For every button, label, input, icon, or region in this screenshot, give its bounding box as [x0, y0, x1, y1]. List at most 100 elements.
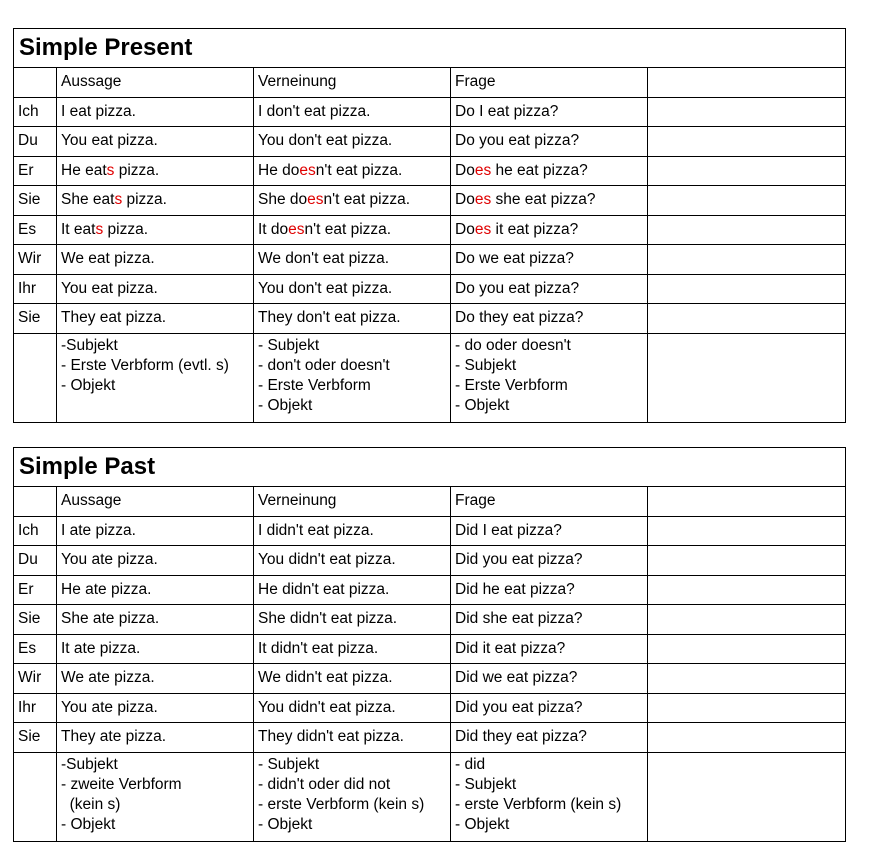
simple-past-table: Simple Past Aussage Verneinung Frage Ich I at…: [12, 447, 847, 842]
text-segment: We don't eat pizza.: [258, 250, 390, 268]
sentence-cell: She doesn't eat pizza.: [253, 185, 451, 216]
text-segment: We eat pizza.: [61, 250, 155, 268]
pronoun-cell: Sie: [13, 185, 57, 216]
sentence-cell: I eat pizza.: [56, 96, 254, 127]
sentence-cell: You didn't eat pizza.: [253, 545, 451, 576]
highlighted-ending: es: [299, 161, 316, 179]
sentence-cell: I ate pizza.: [56, 515, 254, 546]
text-segment: Do: [455, 161, 475, 179]
text-segment: You don't eat pizza.: [258, 132, 393, 150]
text-segment: They didn't eat pizza.: [258, 728, 404, 746]
pronoun-cell: Sie: [13, 303, 57, 334]
sentence-cell: He ate pizza.: [56, 574, 254, 605]
text-segment: n't eat pizza.: [315, 161, 403, 179]
column-header: Frage: [450, 67, 648, 98]
empty-cell: [646, 96, 847, 127]
sentence-cell: They eat pizza.: [56, 303, 254, 334]
text-segment: Did I eat pizza?: [455, 521, 562, 539]
sentence-cell: It didn't eat pizza.: [253, 633, 451, 664]
column-header: Verneinung: [253, 486, 451, 517]
text-segment: Did he eat pizza?: [455, 580, 575, 598]
empty-cell: [646, 751, 847, 842]
empty-cell: [646, 545, 847, 576]
text-segment: pizza.: [114, 161, 160, 179]
column-header: Frage: [450, 486, 648, 517]
sentence-cell: We ate pizza.: [56, 663, 254, 694]
sentence-cell: Did he eat pizza?: [450, 574, 648, 605]
text-segment: They ate pizza.: [61, 728, 167, 746]
table-title: Simple Present: [12, 28, 847, 68]
text-segment: You ate pizza.: [61, 551, 158, 569]
table-title: Simple Past: [12, 447, 847, 487]
column-header: [646, 486, 847, 517]
sentence-cell: Did she eat pizza?: [450, 604, 648, 635]
highlighted-ending: s: [114, 191, 123, 209]
sentence-cell: I don't eat pizza.: [253, 96, 451, 127]
column-header: Aussage: [56, 67, 254, 98]
table-row: Es It ate pizza. It didn't eat pizza. Did i…: [13, 633, 847, 664]
empty-cell: [646, 273, 847, 304]
text-segment: Do you eat pizza?: [455, 132, 580, 150]
highlighted-ending: es: [288, 220, 305, 238]
sentence-cell: She didn't eat pizza.: [253, 604, 451, 635]
column-header: Aussage: [56, 486, 254, 517]
sentence-cell: Does it eat pizza?: [450, 214, 648, 245]
text-segment: he eat pizza?: [491, 161, 588, 179]
empty-cell: [646, 633, 847, 664]
pronoun-cell: Ich: [13, 515, 57, 546]
table-row: Er He ate pizza. He didn't eat pizza. Did h…: [13, 574, 847, 605]
sentence-cell: We eat pizza.: [56, 244, 254, 275]
sentence-cell: Did I eat pizza?: [450, 515, 648, 546]
text-segment: He ate pizza.: [61, 580, 152, 598]
notes-row: -Subjekt - zweite Verbform (kein s) - Ob…: [13, 751, 847, 842]
text-segment: Did you eat pizza?: [455, 551, 583, 569]
pronoun-cell: Sie: [13, 722, 57, 753]
highlighted-ending: s: [106, 161, 115, 179]
title-row: Simple Present: [12, 28, 847, 68]
sentence-cell: Did you eat pizza?: [450, 545, 648, 576]
text-segment: n't eat pizza.: [323, 191, 411, 209]
column-header: [13, 486, 57, 517]
sentence-cell: You eat pizza.: [56, 126, 254, 157]
empty-cell: [646, 303, 847, 334]
text-segment: He do: [258, 161, 300, 179]
notes-row: -Subjekt - Erste Verbform (evtl. s) - Ob…: [13, 332, 847, 423]
text-segment: She didn't eat pizza.: [258, 610, 398, 628]
text-segment: Do I eat pizza?: [455, 102, 559, 120]
text-segment: it eat pizza?: [491, 220, 579, 238]
text-segment: You didn't eat pizza.: [258, 551, 396, 569]
highlighted-ending: es: [307, 191, 324, 209]
text-segment: It do: [258, 220, 289, 238]
text-segment: We ate pizza.: [61, 669, 155, 687]
simple-present-table: Simple Present Aussage Verneinung Frage Ich I…: [12, 28, 847, 423]
text-segment: I didn't eat pizza.: [258, 521, 374, 539]
sentence-cell: Do I eat pizza?: [450, 96, 648, 127]
text-segment: I ate pizza.: [61, 521, 136, 539]
text-segment: Did we eat pizza?: [455, 669, 578, 687]
text-segment: pizza.: [122, 191, 167, 209]
sentence-cell: Do they eat pizza?: [450, 303, 648, 334]
empty-cell: [646, 515, 847, 546]
table-row: Ihr You ate pizza. You didn't eat pizza. Di…: [13, 692, 847, 723]
sentence-cell: It eats pizza.: [56, 214, 254, 245]
empty-cell: [13, 751, 57, 842]
sentence-cell: You don't eat pizza.: [253, 126, 451, 157]
pronoun-cell: Du: [13, 126, 57, 157]
text-segment: We didn't eat pizza.: [258, 669, 393, 687]
structure-notes: -Subjekt - Erste Verbform (evtl. s) - Ob…: [56, 332, 254, 423]
structure-notes: - did - Subjekt - erste Verbform (kein s…: [450, 751, 648, 842]
text-segment: It didn't eat pizza.: [258, 639, 379, 657]
text-segment: You don't eat pizza.: [258, 279, 393, 297]
structure-notes: - Subjekt - didn't oder did not - erste …: [253, 751, 451, 842]
sentence-cell: You ate pizza.: [56, 692, 254, 723]
empty-cell: [646, 604, 847, 635]
table-row: Sie She eats pizza. She doesn't eat pizza.…: [13, 185, 847, 216]
text-segment: She ate pizza.: [61, 610, 160, 628]
column-header: [13, 67, 57, 98]
pronoun-cell: Wir: [13, 244, 57, 275]
column-header: [646, 67, 847, 98]
text-segment: Do: [455, 191, 475, 209]
empty-cell: [646, 574, 847, 605]
table-row: Ich I ate pizza. I didn't eat pizza. Did I …: [13, 515, 847, 546]
empty-cell: [646, 155, 847, 186]
